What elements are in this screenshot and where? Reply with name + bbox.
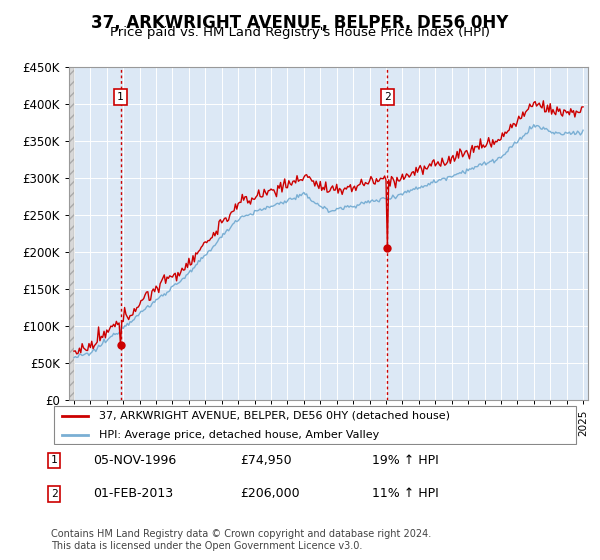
Text: Price paid vs. HM Land Registry's House Price Index (HPI): Price paid vs. HM Land Registry's House …	[110, 26, 490, 39]
Text: 19% ↑ HPI: 19% ↑ HPI	[372, 454, 439, 467]
Text: 37, ARKWRIGHT AVENUE, BELPER, DE56 0HY (detached house): 37, ARKWRIGHT AVENUE, BELPER, DE56 0HY (…	[98, 411, 449, 421]
Text: £206,000: £206,000	[240, 487, 299, 501]
Text: 2: 2	[50, 489, 58, 499]
Text: 1: 1	[117, 92, 124, 102]
Text: 05-NOV-1996: 05-NOV-1996	[93, 454, 176, 467]
FancyBboxPatch shape	[53, 407, 577, 444]
Text: HPI: Average price, detached house, Amber Valley: HPI: Average price, detached house, Ambe…	[98, 430, 379, 440]
Text: 2: 2	[384, 92, 391, 102]
Text: 1: 1	[50, 455, 58, 465]
Text: Contains HM Land Registry data © Crown copyright and database right 2024.
This d: Contains HM Land Registry data © Crown c…	[51, 529, 431, 551]
Text: £74,950: £74,950	[240, 454, 292, 467]
Text: 11% ↑ HPI: 11% ↑ HPI	[372, 487, 439, 501]
Text: 37, ARKWRIGHT AVENUE, BELPER, DE56 0HY: 37, ARKWRIGHT AVENUE, BELPER, DE56 0HY	[91, 14, 509, 32]
Text: 01-FEB-2013: 01-FEB-2013	[93, 487, 173, 501]
